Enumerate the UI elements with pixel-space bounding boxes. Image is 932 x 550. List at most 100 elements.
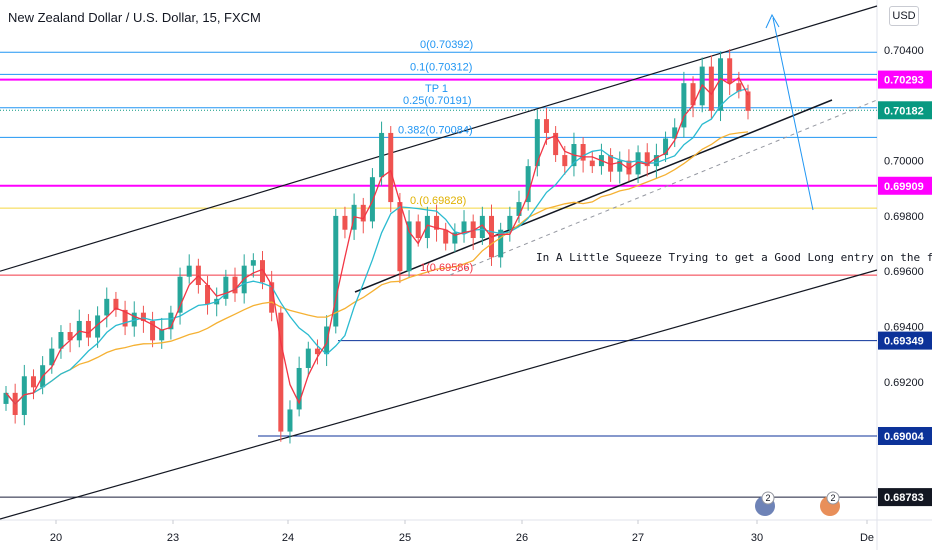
candle-body [434,215,440,230]
candle-body [553,132,559,156]
candle-body [287,409,293,432]
horizontal-lines [0,51,877,498]
ma-slow-line [5,131,749,405]
candle-body [333,215,339,327]
candle-body [727,58,733,84]
candle-body [104,298,110,316]
candle-body [3,392,9,404]
price-tag-label: 0.69909 [884,181,924,193]
annotations: In A Little Squeeze Trying to get a Good… [536,251,932,516]
fib-level-label: 0.25(0.70191) [403,95,472,107]
candle-body [635,152,641,175]
event-count: 2 [765,493,770,503]
trend-support-line [354,99,833,293]
price-tag-label: 0.69004 [884,431,925,443]
candle-body [223,276,229,299]
fib-level-label: 0.1(0.70312) [410,61,472,73]
candle-body [736,83,742,92]
candle-body [150,320,156,341]
moving-averages [5,76,749,405]
candle-body [177,276,183,313]
candle-body [232,276,238,294]
candle-body [168,312,174,330]
candle-body [562,155,568,167]
candle-body [461,221,467,233]
candle-body [708,66,714,111]
price-tag-label: 0.70182 [884,105,924,117]
candle-body [589,160,595,167]
candle-body [644,152,650,167]
y-tick-label: 0.69800 [884,211,924,223]
event-count: 2 [830,493,835,503]
candle-body [21,376,27,415]
x-tick-label: 24 [282,532,294,544]
candle-body [269,282,275,313]
price-tag [878,70,932,89]
annotation-text: In A Little Squeeze Trying to get a Good… [536,251,932,264]
fib-level-label: 0.(0.69828) [410,195,466,207]
candle-body [140,312,146,321]
candle-body [113,298,119,310]
candle-body [415,221,421,239]
candle-body [30,376,36,388]
candle-body [424,215,430,239]
candle-body [663,138,669,156]
price-tag [878,101,932,120]
trend-lines [0,5,878,520]
fib-level-label: 1(0.69586) [420,262,473,274]
fib-level-label: 0.382(0.70084) [398,124,473,136]
candle-body [534,119,540,167]
x-tick-label: De [860,532,874,544]
projection-dashed-line [449,99,878,276]
y-tick-label: 0.69600 [884,266,924,278]
candle-body [278,312,284,432]
currency-button[interactable]: USD [889,6,919,26]
candle-body [379,132,385,178]
channel-upper-line [0,5,878,272]
projection-arrow-line [772,17,814,211]
time-axis[interactable]: 20 23 24 25 26 27 30 De [50,520,874,544]
candle-body [626,160,632,175]
candle-body [617,160,623,172]
channel-lower-line [0,269,878,520]
candle-body [85,320,91,338]
candle-body [342,215,348,230]
price-axis[interactable]: 0.70400 0.70000 0.69800 0.69600 0.69400 0.692… [878,45,932,507]
candle-body [718,58,724,111]
candle-body [49,348,55,366]
x-tick-label: 27 [632,532,644,544]
candle-body [672,127,678,139]
candle-body [305,348,311,368]
price-tag [878,426,932,445]
price-tag [878,176,932,195]
price-tag-label: 0.69349 [884,336,924,348]
event-count-bubble [761,491,775,505]
candle-body [452,232,458,244]
candle-body [507,215,513,230]
candle-body [296,367,302,410]
x-tick-label: 30 [751,532,763,544]
candle-body [525,166,531,203]
candle-body [131,312,137,327]
candle-body [259,260,265,283]
candle-body [543,119,549,133]
candle-body [67,332,73,341]
candle-body [397,202,403,272]
y-tick-label: 0.70400 [884,45,924,57]
candle-body [479,215,485,239]
candle-body [122,309,128,327]
event-count-bubble [826,491,840,505]
candle-body [608,155,614,172]
ma-fast-line [5,76,749,405]
candle-body [369,177,375,222]
price-tag [878,488,932,507]
candle-body [205,285,211,305]
fib-level-label: 0(0.70392) [420,39,473,51]
candle-body [314,348,320,355]
candle-body [360,204,366,222]
candle-body [95,315,101,338]
tp-label: TP 1 [425,83,448,95]
candle-body [498,229,504,258]
